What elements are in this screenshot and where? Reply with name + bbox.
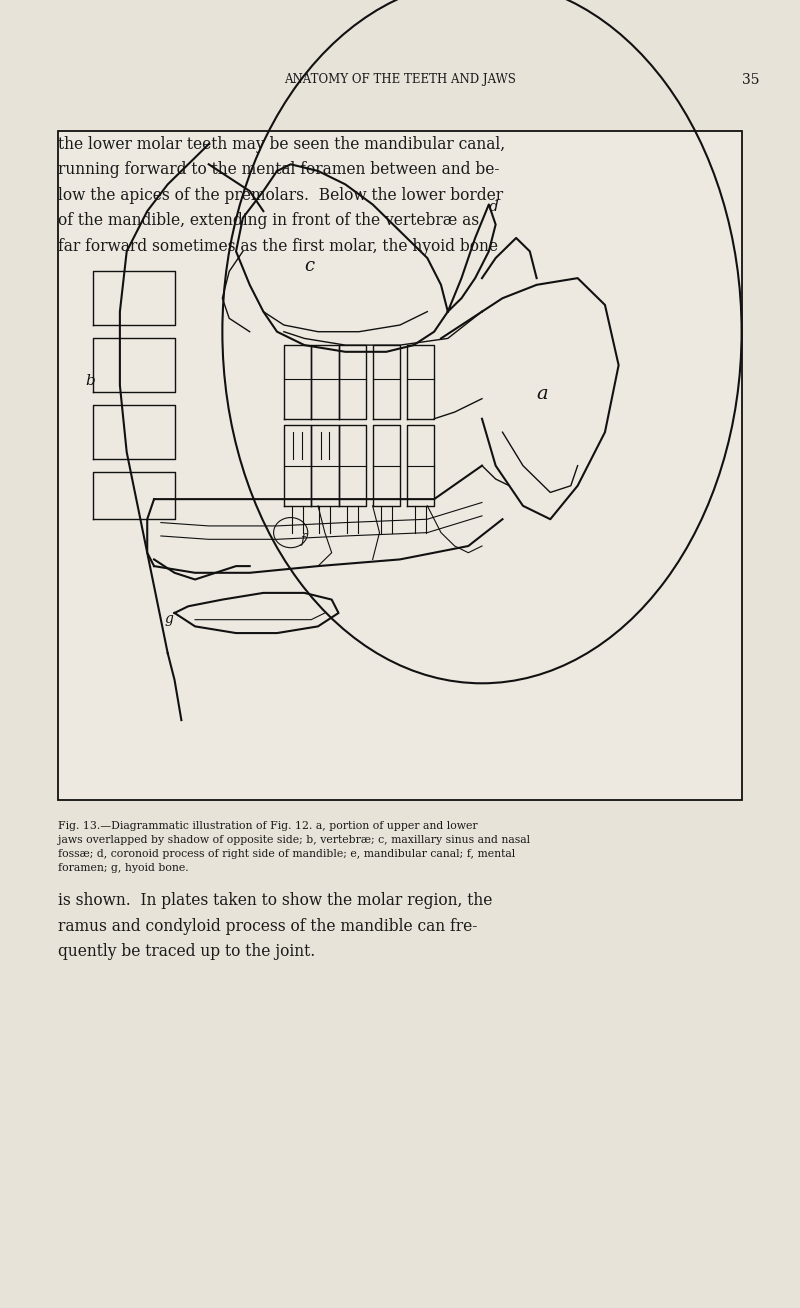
Text: d: d [489, 200, 498, 215]
Text: a: a [537, 385, 548, 403]
Text: c: c [304, 258, 314, 276]
Text: b: b [86, 374, 95, 388]
Text: f: f [301, 532, 306, 545]
Text: 35: 35 [742, 72, 760, 86]
Text: g: g [164, 612, 173, 627]
Bar [58, 131, 742, 800]
Text: the lower molar teeth may be seen the mandibular canal,
running forward to the m: the lower molar teeth may be seen the ma… [58, 136, 506, 255]
Text: Fig. 13.—Diagrammatic illustration of Fig. 12. a, portion of upper and lower
jaw: Fig. 13.—Diagrammatic illustration of Fi… [58, 821, 530, 874]
Text: ANATOMY OF THE TEETH AND JAWS: ANATOMY OF THE TEETH AND JAWS [284, 72, 516, 85]
Text: is shown.  In plates taken to show the molar region, the
ramus and condyloid pro: is shown. In plates taken to show the mo… [58, 892, 493, 960]
